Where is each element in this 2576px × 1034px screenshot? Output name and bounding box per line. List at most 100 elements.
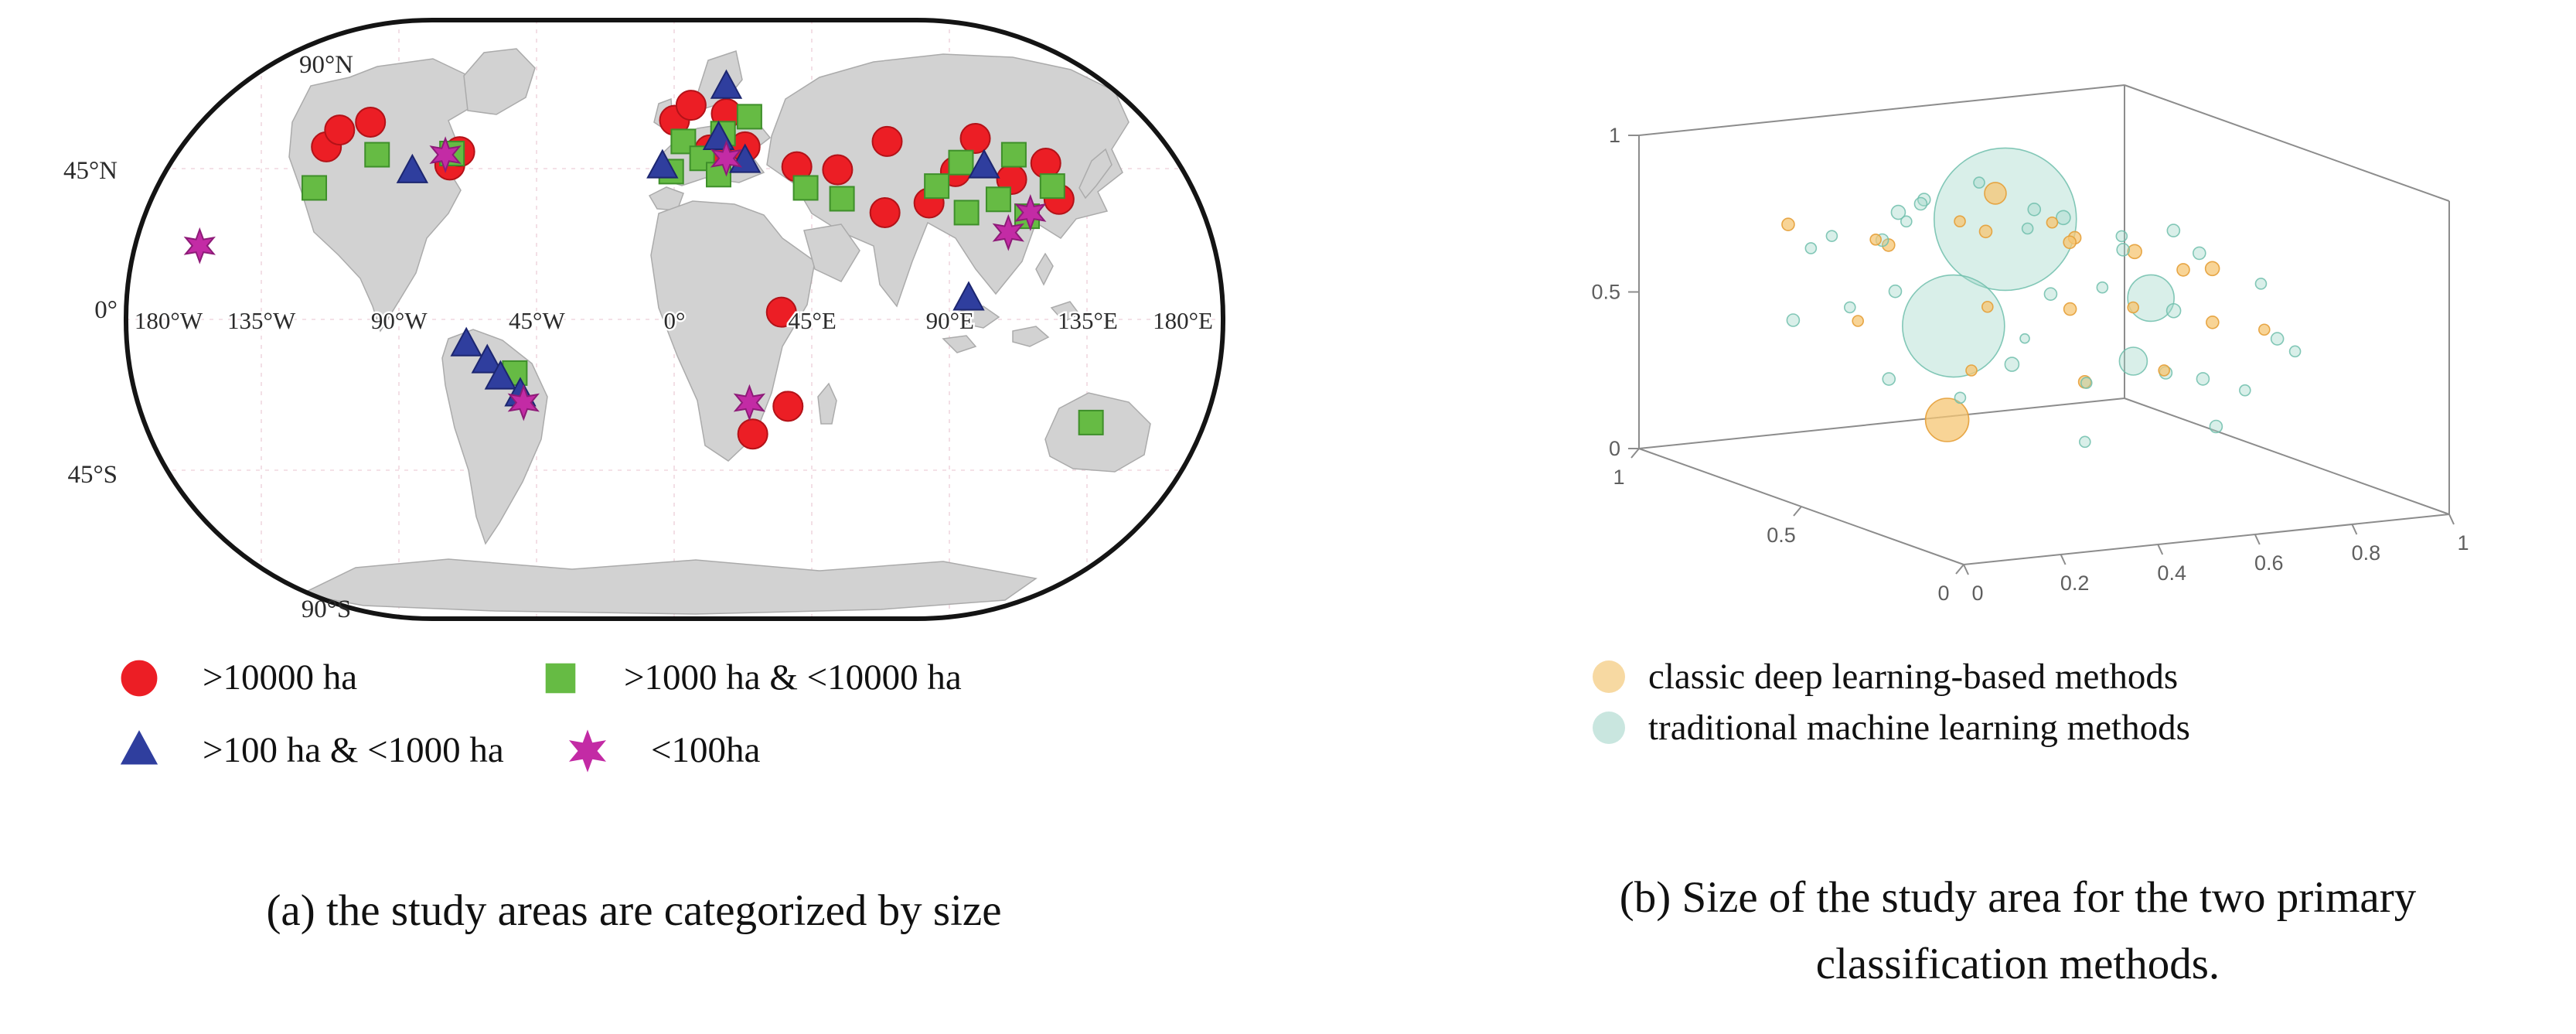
latitude-tick-labels: 90°N 45°N 0° 45°S 90°S [63, 51, 353, 623]
bubble-deep-learning [2046, 216, 2059, 229]
bubble-machine-learning [2021, 222, 2034, 235]
lon-tick-label: 45°E [788, 307, 836, 334]
bubble-deep-learning [2206, 315, 2220, 329]
bubble-deep-learning [1781, 217, 1795, 231]
japan [1078, 148, 1113, 200]
lon-tick-label: 90°W [371, 307, 428, 334]
map-marker-square [1000, 142, 1027, 168]
axis-box-edge [2124, 84, 2450, 202]
teal-circle-swatch-icon [1593, 712, 1625, 744]
map-marker-circle [871, 125, 903, 157]
legend-item-deep-learning: classic deep learning-based methods [1593, 656, 2190, 698]
bubble-machine-learning [2027, 203, 2042, 217]
green-square-marker-icon [537, 654, 584, 701]
bubble-deep-learning [1924, 398, 1970, 442]
map-marker-circle [675, 90, 707, 121]
map-marker-circle [959, 123, 991, 154]
map-marker-triangle [646, 148, 679, 179]
caption-panel-b: (b) Size of the study area for the two p… [1461, 865, 2574, 997]
tick-label-3d: 0 [1937, 582, 1949, 605]
bubble-points [1781, 147, 2302, 449]
longitude-tick-labels: 180°W 135°W 90°W 45°W 0° 45°E 90°E 135°E 180°E [132, 305, 1215, 336]
bubble-deep-learning [1965, 364, 1978, 377]
map-marker-star [1014, 194, 1047, 231]
legend-item-lt100: <100ha [564, 727, 760, 773]
greenland [463, 48, 536, 115]
tick-label-3d: 0.4 [2157, 561, 2186, 585]
bubble-deep-learning [2204, 261, 2220, 277]
legend-item-100-1000: >100 ha & <1000 ha [116, 727, 504, 773]
legend-symbol-svg [545, 663, 576, 694]
lon-tick-label: 0° [664, 307, 686, 334]
legend-symbol-circle [121, 660, 158, 697]
legend-symbol-square [545, 663, 576, 694]
legend-symbol-star [569, 729, 606, 773]
bubble-deep-learning [2158, 364, 2171, 377]
lon-tick-label: 135°W [227, 307, 296, 334]
indonesia [1012, 326, 1050, 347]
bubble-deep-learning [1869, 234, 1882, 246]
caption-panel-a: (a) the study areas are categorized by s… [266, 886, 1002, 935]
x-tick [2448, 514, 2455, 525]
tick-label-3d: 0.5 [1767, 524, 1796, 547]
x-tick [2060, 554, 2067, 565]
bubble-machine-learning [1973, 176, 1985, 189]
map-border [124, 18, 1225, 621]
madagascar [817, 382, 837, 425]
bubble-machine-learning [2115, 230, 2128, 243]
magenta-star-marker-icon [564, 727, 611, 773]
bubble-deep-learning [2063, 235, 2077, 250]
map-marker-triangle [952, 281, 985, 311]
bubble-machine-learning [1933, 147, 2077, 292]
bubble-machine-learning [1786, 313, 1801, 327]
bubble-machine-learning [2096, 281, 2109, 294]
bubble-machine-learning [1890, 204, 1906, 220]
new-guinea [1050, 301, 1081, 322]
bubble-machine-learning [1900, 215, 1913, 228]
world-map-panel: 180°W 135°W 90°W 45°W 0° 45°E 90°E 135°E 180°E 9… [63, 18, 1225, 623]
map-marker-triangle [968, 148, 1000, 179]
map-interior: 180°W 135°W 90°W 45°W 0° 45°E 90°E 135°E 180°E [126, 20, 1223, 619]
lon-tick-label: 135°E [1058, 307, 1118, 334]
x-tick [1963, 564, 1969, 575]
antarctica [299, 558, 1038, 615]
tick-label-3d: 0 [1609, 437, 1620, 460]
legend-symbol-svg [569, 729, 606, 773]
map-marker-star [183, 227, 216, 264]
bubble-machine-learning [1843, 301, 1856, 314]
map-marker-triangle [450, 326, 482, 357]
bubble-machine-learning [2209, 419, 2223, 434]
map-marker-triangle [471, 343, 503, 374]
axis-box-edge [1963, 514, 2450, 565]
bubble-deep-learning [2176, 263, 2190, 277]
bubble-machine-learning [2239, 384, 2251, 397]
map-marker-star [733, 384, 766, 421]
map-marker-square [670, 128, 697, 155]
map-marker-triangle [710, 69, 743, 99]
map-marker-square [924, 173, 950, 200]
bubble-machine-learning [2192, 246, 2206, 261]
orange-circle-swatch-icon [1593, 660, 1625, 693]
axis-box-edge [1638, 398, 2125, 449]
lat-tick-label: 90°S [302, 595, 352, 623]
axis-box-edge [1638, 84, 2125, 136]
caption-panel-b-line1: (b) Size of the study area for the two p… [1619, 873, 2417, 922]
map-marker-triangle [484, 360, 517, 390]
bubble-legend: classic deep learning-based methods trad… [1593, 656, 2190, 749]
bubble-machine-learning [2080, 377, 2093, 389]
legend-label: >10000 ha [203, 657, 358, 698]
legend-item-1000-10000: >1000 ha & <10000 ha [537, 654, 962, 701]
bubble-machine-learning [1825, 230, 1838, 242]
bubble-machine-learning [2166, 224, 2181, 237]
map-marker-star [710, 139, 743, 177]
tick-label-3d: 0.2 [2060, 572, 2090, 595]
legend-label: <100ha [651, 730, 761, 770]
bubble-3d-panel: 0 0.5 1 0 0.5 1 0 0.2 0.4 0.6 0.8 1 [1591, 84, 2469, 605]
bubble-machine-learning [2043, 287, 2058, 302]
bubble-deep-learning [2257, 323, 2271, 336]
lat-tick-label: 45°N [63, 157, 118, 185]
bubble-machine-learning [2127, 274, 2175, 322]
legend-item-gt10000: >10000 ha [116, 654, 357, 701]
map-marker-circle [772, 391, 804, 422]
